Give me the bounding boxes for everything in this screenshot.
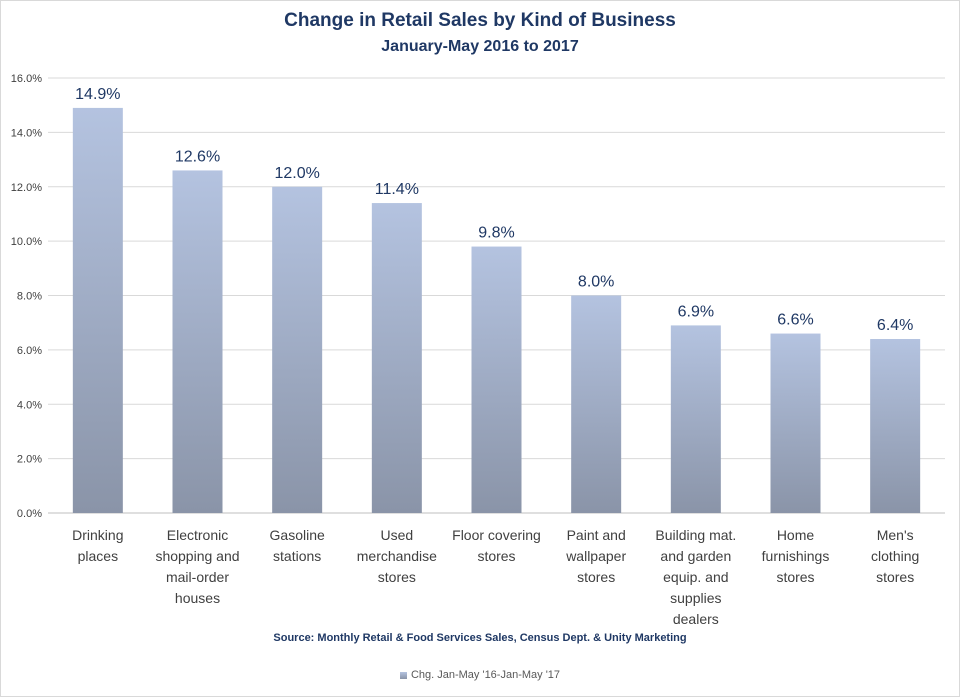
category-label: Electronic shopping and mail-order houses (155, 527, 239, 606)
y-tick-label: 0.0% (17, 508, 42, 520)
y-tick-label: 12.0% (11, 182, 42, 194)
data-label: 6.6% (777, 312, 813, 329)
data-label: 11.4% (375, 181, 419, 198)
chart-subtitle: January-May 2016 to 2017 (381, 38, 579, 55)
legend-swatch (399, 671, 407, 679)
category-label-line: clothing (871, 548, 919, 564)
category-label-line: merchandise (357, 548, 437, 564)
category-label-line: houses (175, 590, 220, 606)
category-label-line: Men's (877, 527, 914, 543)
category-label-line: stores (378, 569, 416, 585)
legend-label: Chg. Jan-May '16-Jan-May '17 (410, 669, 561, 681)
category-label-line: Gasoline (270, 527, 325, 543)
data-label: 6.4% (877, 317, 913, 334)
category-label-line: Floor covering (452, 527, 541, 543)
y-tick-label: 10.0% (11, 236, 42, 248)
category-label-line: stores (577, 569, 615, 585)
y-tick-label: 2.0% (17, 454, 42, 466)
category-label: Gasoline stations (270, 527, 325, 564)
category-label: Floor covering stores (452, 527, 541, 564)
category-label: Drinking places (72, 527, 123, 564)
bar (670, 325, 721, 513)
bar (770, 333, 821, 513)
chart-source: Source: Monthly Retail & Food Services S… (273, 632, 687, 644)
legend: Chg. Jan-May '16-Jan-May '17 (0, 669, 960, 681)
category-label-line: shopping and (155, 548, 239, 564)
data-label: 12.6% (175, 148, 220, 165)
category-label-line: stores (876, 569, 914, 585)
data-label: 14.9% (75, 86, 120, 103)
category-label-line: dealers (673, 611, 719, 627)
category-label: Used merchandise stores (357, 527, 437, 585)
category-label: Paint and wallpaper stores (565, 527, 626, 585)
category-label: Men's clothing stores (871, 527, 919, 585)
category-label: Building mat. and garden equip. and supplie… (655, 527, 736, 627)
data-label: 12.0% (274, 165, 319, 182)
bar (371, 203, 422, 513)
bar (72, 107, 123, 513)
bar (172, 170, 223, 513)
category-label-line: Drinking (72, 527, 123, 543)
category-label-line: wallpaper (565, 548, 626, 564)
category-label: Home furnishings stores (762, 527, 830, 585)
category-label-line: stores (776, 569, 814, 585)
bar (571, 295, 622, 513)
category-label-line: mail-order (166, 569, 229, 585)
y-tick-label: 4.0% (17, 399, 42, 411)
category-label-line: Used (380, 527, 413, 543)
category-label-line: places (78, 548, 118, 564)
y-tick-label: 14.0% (11, 127, 42, 139)
y-tick-label: 6.0% (17, 345, 42, 357)
data-label: 9.8% (478, 225, 514, 242)
category-label-line: equip. and (663, 569, 728, 585)
y-tick-label: 16.0% (11, 73, 42, 85)
bar (870, 339, 921, 513)
category-label-line: Building mat. (655, 527, 736, 543)
data-label: 6.9% (678, 303, 714, 320)
category-label-line: supplies (670, 590, 721, 606)
category-label-line: stations (273, 548, 321, 564)
bar (471, 246, 522, 513)
bar (272, 186, 323, 513)
data-label: 8.0% (578, 274, 614, 291)
category-label-line: Home (777, 527, 815, 543)
category-label-line: Paint and (567, 527, 626, 543)
category-label-line: stores (477, 548, 515, 564)
category-label-line: Electronic (167, 527, 228, 543)
y-tick-label: 8.0% (17, 291, 42, 303)
category-label-line: furnishings (762, 548, 830, 564)
chart-title: Change in Retail Sales by Kind of Busine… (284, 10, 676, 31)
category-label-line: and garden (660, 548, 731, 564)
